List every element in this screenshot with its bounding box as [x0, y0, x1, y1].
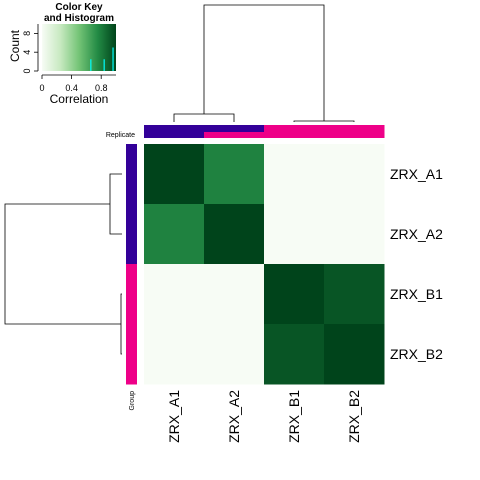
- heatmap-cell: [264, 264, 325, 325]
- color-key-x-ticks: 0 0.4 0.8: [39, 75, 107, 93]
- key-x-tick-label: 0: [39, 83, 44, 93]
- heatmap-cell: [204, 144, 265, 205]
- row-dendrogram-b-branch: [120, 293, 122, 355]
- column-dendrogram-b-branch: [293, 120, 355, 122]
- column-dendrogram: [173, 4, 355, 122]
- color-key-title-line2: and Histogram: [44, 13, 114, 24]
- column-label: ZRX_A1: [166, 390, 182, 443]
- heatmap-cell: [324, 204, 385, 265]
- replicate-annotation-cell-bottom: [264, 132, 325, 138]
- heatmap-cell: [324, 264, 385, 325]
- replicate-annotation-label: Replicate: [106, 132, 135, 139]
- column-labels: ZRX_A1 ZRX_A2 ZRX_B1 ZRX_B2: [166, 390, 362, 443]
- color-key: Color Key and Histogram 0 0.4 0.8 0 4 8 Corr…: [8, 2, 116, 106]
- row-dendrogram-a-branch: [109, 173, 122, 235]
- row-dendrogram: [4, 173, 122, 355]
- heatmap-cell: [144, 144, 205, 205]
- heatmap-cell: [324, 324, 385, 385]
- column-dendrogram-a-branch: [173, 113, 235, 122]
- heatmap-cell: [204, 324, 265, 385]
- color-key-gradient: [42, 24, 116, 71]
- row-label: ZRX_B1: [390, 286, 443, 302]
- key-y-tick-label: 0: [22, 68, 32, 73]
- replicate-annotation-cell-bottom: [204, 132, 265, 138]
- heatmap-cell: [204, 204, 265, 265]
- heatmap-cell: [264, 144, 325, 205]
- heatmap-cell: [144, 264, 205, 325]
- heatmap-cells: [144, 144, 385, 385]
- group-annotation-cell: [126, 204, 137, 265]
- group-annotation-cell: [126, 324, 137, 385]
- replicate-annotation-cell-top: [144, 125, 205, 132]
- heatmap-cell: [324, 144, 385, 205]
- replicate-annotation-cell-top: [264, 125, 325, 132]
- color-key-x-label: Correlation: [50, 92, 109, 106]
- column-label: ZRX_A2: [226, 390, 242, 443]
- color-key-y-ticks: 0 4 8: [22, 31, 38, 74]
- heatmap-cell: [264, 204, 325, 265]
- heatmap-cell: [204, 264, 265, 325]
- replicate-annotation-bar: [144, 125, 385, 138]
- row-label: ZRX_A2: [390, 226, 443, 242]
- group-annotation-cell: [126, 144, 137, 205]
- key-x-tick-label: 0.4: [65, 83, 78, 93]
- group-annotation-cell: [126, 264, 137, 325]
- row-dendrogram-root: [4, 203, 121, 325]
- heatmap-cell: [144, 324, 205, 385]
- replicate-annotation-cell-top: [324, 125, 385, 132]
- row-label: ZRX_A1: [390, 166, 443, 182]
- color-key-y-label: Count: [8, 29, 22, 62]
- group-annotation-label: Group: [129, 391, 136, 411]
- row-label: ZRX_B2: [390, 346, 443, 362]
- key-y-tick-label: 4: [22, 50, 32, 55]
- key-y-tick-label: 8: [22, 31, 32, 36]
- replicate-annotation-cell-top: [204, 125, 265, 132]
- color-key-histogram: [90, 47, 114, 71]
- row-labels: ZRX_A1 ZRX_A2 ZRX_B1 ZRX_B2: [390, 166, 443, 362]
- column-label: ZRX_B1: [286, 390, 302, 443]
- replicate-annotation-cell-bottom: [324, 132, 385, 138]
- color-key-title-line1: Color Key: [55, 2, 103, 13]
- group-annotation-bar: [126, 144, 137, 385]
- replicate-annotation-cell-bottom: [144, 132, 205, 138]
- key-x-tick-label: 0.8: [95, 83, 108, 93]
- column-dendrogram-root: [203, 4, 325, 121]
- heatmap-cell: [264, 324, 325, 385]
- heatmap-cell: [144, 204, 205, 265]
- column-label: ZRX_B2: [346, 390, 362, 443]
